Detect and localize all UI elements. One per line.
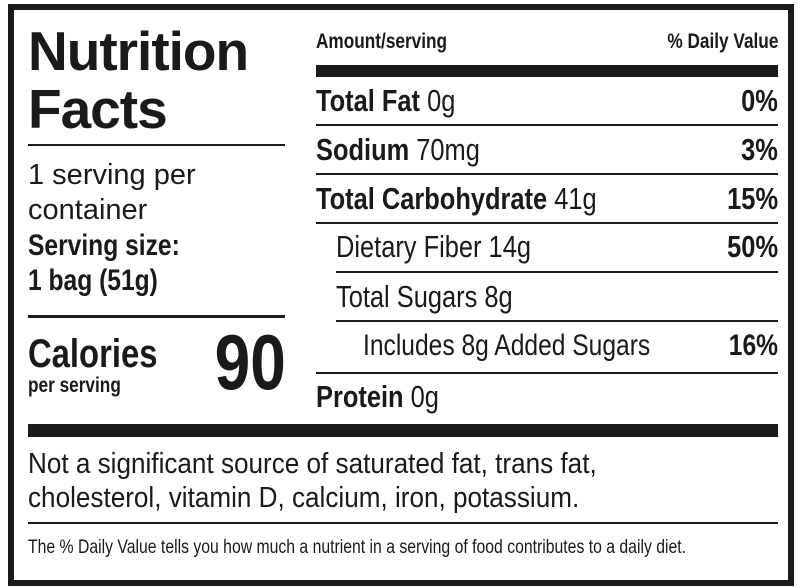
nutrient-row-total-sugars: Total Sugars 8g bbox=[336, 279, 513, 314]
nutrient-row-sodium: Sodium 70mg 3% bbox=[316, 132, 778, 167]
divider bbox=[316, 173, 778, 175]
label-border bbox=[8, 4, 794, 586]
divider bbox=[336, 271, 778, 273]
serving-size-label: Serving size: bbox=[28, 229, 180, 262]
nutrient-row-dietary-fiber: Dietary Fiber 14g 50% bbox=[336, 229, 778, 264]
nutrient-row-total-carbohydrate: Total Carbohydrate 41g 15% bbox=[316, 181, 778, 216]
thick-bar bbox=[316, 65, 778, 77]
amount-per-serving-header: Amount/serving bbox=[316, 30, 448, 53]
nutrient-row-protein: Protein 0g bbox=[316, 379, 439, 414]
divider bbox=[316, 372, 778, 374]
thick-bar bbox=[28, 424, 778, 437]
calories-per-serving: per serving bbox=[28, 374, 121, 397]
title: Nutrition Facts bbox=[28, 20, 249, 140]
divider bbox=[28, 144, 285, 146]
title-line-2: Facts bbox=[28, 78, 168, 140]
nutrient-row-added-sugars: Includes 8g Added Sugars 16% bbox=[363, 329, 778, 362]
serving-size-value: 1 bag (51g) bbox=[28, 264, 158, 297]
divider bbox=[28, 522, 778, 524]
daily-value-footnote: The % Daily Value tells you how much a n… bbox=[28, 537, 687, 558]
divider bbox=[28, 315, 285, 318]
title-line-1: Nutrition bbox=[28, 20, 249, 82]
calories-value: 90 bbox=[214, 318, 286, 406]
divider bbox=[316, 124, 778, 126]
not-significant-line-2: cholesterol, vitamin D, calcium, iron, p… bbox=[28, 482, 580, 514]
nutrient-row-total-fat: Total Fat 0g 0% bbox=[316, 83, 778, 118]
servings-per-container: 1 serving per container bbox=[28, 158, 196, 228]
calories-label: Calories bbox=[28, 332, 158, 376]
serving-size: Serving size: 1 bag (51g) bbox=[28, 228, 213, 298]
divider bbox=[316, 222, 778, 224]
servings-line-1: 1 serving per bbox=[28, 159, 196, 191]
not-significant-line-1: Not a significant source of saturated fa… bbox=[28, 448, 597, 480]
daily-value-header: % Daily Value bbox=[666, 30, 778, 53]
divider bbox=[336, 320, 778, 322]
servings-line-2: container bbox=[28, 194, 148, 226]
not-significant-statement: Not a significant source of saturated fa… bbox=[28, 447, 660, 515]
